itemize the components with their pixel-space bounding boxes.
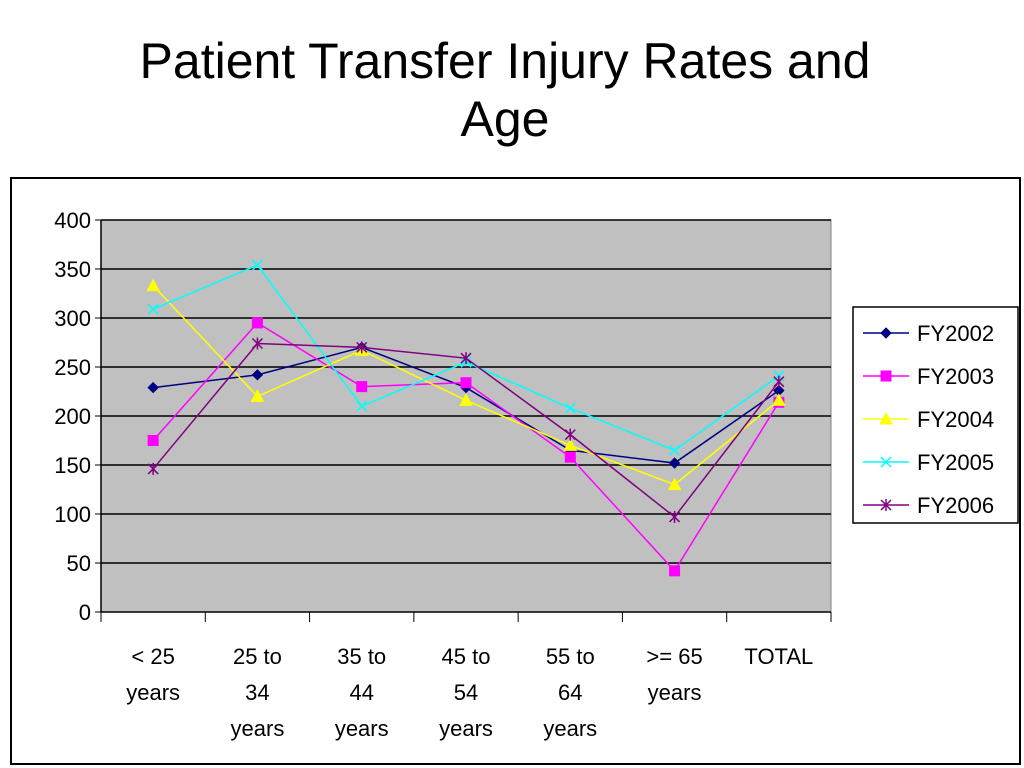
data-point-fy2006 xyxy=(356,341,368,354)
data-point-fy2006 xyxy=(251,337,263,350)
y-tick-label: 400 xyxy=(54,208,91,233)
legend-label-fy2003: FY2003 xyxy=(917,364,994,389)
data-point-fy2003 xyxy=(564,451,576,463)
legend-marker-fy2002 xyxy=(880,327,892,339)
data-point-fy2006 xyxy=(773,375,785,388)
data-point-fy2003 xyxy=(460,377,472,389)
data-point-fy2003 xyxy=(669,565,681,577)
y-tick-label: 300 xyxy=(54,306,91,331)
line-chart: 0 50 100 150 200 250 300 350 400 < 25 years 25 to 34… xyxy=(54,208,1019,741)
legend-marker-fy2006 xyxy=(880,499,892,511)
x-tick-label: 55 to 64 years xyxy=(543,644,597,741)
y-tick-label: 100 xyxy=(54,502,91,527)
data-point-fy2004 xyxy=(667,477,682,491)
legend-label-fy2005: FY2005 xyxy=(917,450,994,475)
x-tick-label: >= 65 years xyxy=(646,644,702,705)
data-point-fy2002 xyxy=(668,457,681,469)
slide-title-line-2: Age xyxy=(460,91,550,147)
y-tick-label: 50 xyxy=(67,551,91,576)
data-point-fy2005 xyxy=(564,402,576,414)
x-tick-label: 35 to 44 years xyxy=(335,644,389,741)
data-point-fy2006 xyxy=(564,428,576,441)
x-tick-label: 45 to 54 years xyxy=(439,644,493,741)
data-point-fy2003 xyxy=(147,435,159,446)
legend-label-fy2006: FY2006 xyxy=(917,493,994,518)
x-tick-label: TOTAL xyxy=(744,644,813,669)
x-tick-label: 25 to 34 years xyxy=(231,644,285,741)
data-point-fy2004 xyxy=(563,438,578,451)
data-point-fy2006 xyxy=(460,352,472,365)
y-tick-label: 150 xyxy=(54,453,91,478)
data-point-fy2003 xyxy=(251,317,263,329)
data-point-fy2003 xyxy=(356,381,368,393)
data-point-fy2005 xyxy=(669,444,681,456)
data-point-fy2006 xyxy=(669,510,681,523)
data-point-fy2002 xyxy=(147,381,159,394)
slide-title-line-1: Patient Transfer Injury Rates and xyxy=(139,33,871,89)
data-point-fy2004 xyxy=(772,393,786,406)
chart-frame: 0 50 100 150 200 250 300 350 400 < 25 years 25 to 34… xyxy=(10,177,1021,765)
y-tick-label: 350 xyxy=(54,257,91,282)
y-tick-label: 200 xyxy=(54,404,91,429)
y-tick-label: 250 xyxy=(54,355,91,380)
data-point-fy2005 xyxy=(147,303,159,315)
legend-label-fy2002: FY2002 xyxy=(917,321,994,346)
data-point-fy2004 xyxy=(250,389,265,402)
legend-marker-fy2004 xyxy=(879,411,893,425)
data-point-fy2004 xyxy=(459,393,473,406)
data-point-fy2002 xyxy=(251,369,264,381)
slide-title: Patient Transfer Injury Rates and Age xyxy=(0,32,1010,148)
x-tick-label: < 25 years xyxy=(126,644,180,705)
legend-marker-fy2003 xyxy=(880,370,892,382)
data-point-fy2005 xyxy=(356,400,368,412)
data-point-fy2006 xyxy=(147,462,159,475)
y-tick-label: 0 xyxy=(79,600,91,625)
legend-marker-fy2005 xyxy=(880,456,892,468)
legend xyxy=(852,306,1019,524)
data-point-fy2004 xyxy=(146,278,160,292)
legend-label-fy2004: FY2004 xyxy=(917,407,994,432)
data-point-fy2005 xyxy=(251,259,263,271)
